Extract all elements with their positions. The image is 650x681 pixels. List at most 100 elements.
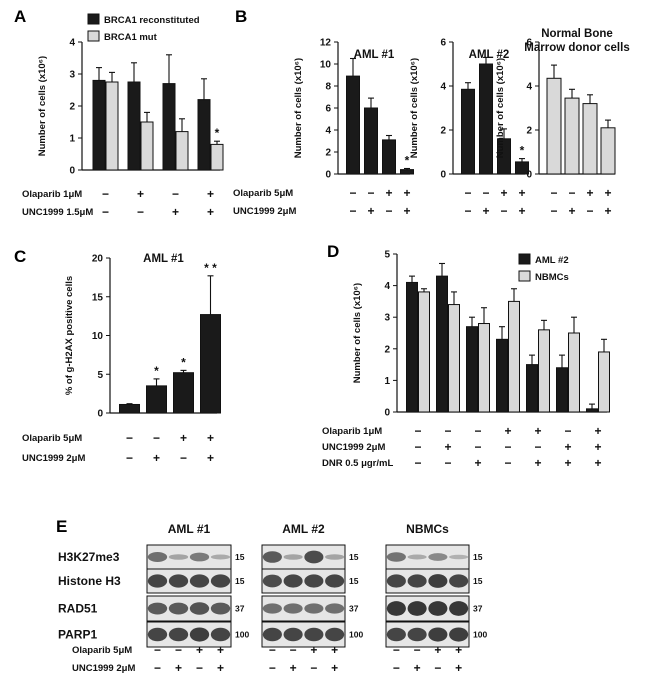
blot-condition-symbol: +: [434, 643, 441, 657]
blot-band: [386, 552, 406, 562]
blot-band: [428, 601, 448, 616]
bar: [127, 81, 141, 171]
blot-condition-symbol: +: [175, 661, 182, 675]
y-axis-label: Number of cells (x10⁶): [409, 58, 420, 158]
bar: [173, 372, 194, 414]
condition-symbol: −: [180, 451, 187, 465]
blot-condition-symbol: +: [217, 661, 224, 675]
bar: [175, 131, 189, 171]
blot-band: [449, 601, 469, 616]
condition-symbol: +: [153, 451, 160, 465]
blot-band: [283, 574, 303, 588]
bar: [556, 367, 568, 413]
condition-symbol: +: [207, 205, 214, 219]
kda-marker: 37: [235, 604, 245, 614]
blot-condition-symbol: −: [196, 661, 203, 675]
legend-label: BRCA1 mut: [104, 32, 158, 43]
y-axis-label: Number of cells (x10⁶): [495, 58, 506, 158]
blot-band: [428, 574, 448, 588]
condition-symbol: +: [594, 440, 601, 454]
chart-c: 0 5 10 15 20 % of g-H2AX positive cells AML #1…: [22, 253, 221, 465]
condition-symbol: +: [180, 431, 187, 445]
blot-band: [168, 627, 189, 642]
blot-condition-symbol: +: [331, 661, 338, 675]
blot-row-label: PARP1: [58, 628, 97, 642]
condition-symbol: +: [444, 440, 451, 454]
blot-condition-symbol: +: [455, 661, 462, 675]
blot-band: [189, 627, 210, 642]
legend-label: BRCA1 reconstituted: [104, 15, 200, 26]
blot-condition-symbol: −: [269, 661, 276, 675]
y-tick-label: 0: [384, 408, 390, 419]
condition-label: UNC1999 2μM: [233, 206, 296, 217]
y-tick-label: 8: [325, 82, 331, 93]
significance-marker: *: [215, 126, 220, 140]
condition-symbol: −: [367, 186, 374, 200]
panel-letter-a: A: [14, 7, 26, 26]
y-tick-label: 4: [325, 126, 331, 137]
condition-symbol: +: [403, 186, 410, 200]
y-tick-label: 5: [384, 250, 390, 261]
y-tick-label: 6: [325, 104, 331, 115]
bar: [382, 139, 396, 175]
blot-band: [386, 627, 406, 642]
blot-band: [325, 603, 345, 614]
condition-symbol: −: [153, 431, 160, 445]
y-tick-label: 4: [69, 38, 75, 49]
blot-condition-symbol: +: [414, 661, 421, 675]
blot-title: NBMCs: [406, 522, 449, 536]
panel-letter-d: D: [327, 242, 339, 261]
blot-band: [325, 554, 345, 560]
blot-band: [428, 627, 448, 642]
condition-label: DNR 0.5 μgr/mL: [322, 458, 393, 469]
y-tick-label: 0: [325, 170, 331, 181]
condition-symbol: +: [564, 440, 571, 454]
y-axis-label: % of g-H2AX positive cells: [64, 276, 75, 395]
condition-symbol: −: [500, 204, 507, 218]
condition-symbol: +: [594, 424, 601, 438]
y-tick-label: 4: [384, 281, 390, 292]
blot-band: [283, 603, 303, 614]
condition-symbol: +: [518, 204, 525, 218]
blot-condition-symbol: +: [331, 643, 338, 657]
condition-symbol: −: [172, 187, 179, 201]
blot-condition-symbol: −: [269, 643, 276, 657]
chart-d: 0 1 2 3 4 5 Number of cells (x10⁶) AML #2 NBMCs O…: [322, 250, 610, 470]
blot-condition-symbol: −: [310, 661, 317, 675]
condition-symbol: −: [550, 204, 557, 218]
y-tick-label: 15: [92, 292, 104, 303]
y-tick-label: 6: [526, 38, 532, 49]
blot-band: [428, 553, 448, 561]
blot-row-label: RAD51: [58, 602, 98, 616]
condition-symbol: +: [534, 424, 541, 438]
kda-marker: 100: [473, 630, 487, 640]
panel-letter-e: E: [56, 517, 67, 536]
bar: [346, 75, 360, 175]
condition-symbol: −: [385, 204, 392, 218]
bar: [140, 121, 154, 171]
blot-title: AML #2: [282, 522, 325, 536]
condition-symbol: −: [482, 186, 489, 200]
y-tick-label: 2: [440, 126, 446, 137]
chart-title: AML #2: [469, 49, 510, 61]
panel-letter-b: B: [235, 7, 247, 26]
blot-band: [210, 554, 231, 560]
legend-label: NBMCs: [535, 272, 569, 283]
y-tick-label: 4: [440, 82, 446, 93]
y-tick-label: 1: [384, 376, 390, 387]
blot-band: [304, 627, 324, 642]
blot-condition-symbol: −: [154, 643, 161, 657]
y-tick-label: 0: [69, 166, 75, 177]
y-tick-label: 3: [69, 70, 75, 81]
bar: [546, 77, 562, 175]
y-tick-label: 0: [440, 170, 446, 181]
condition-label: UNC1999 2μM: [22, 453, 85, 464]
condition-symbol: −: [464, 186, 471, 200]
significance-marker: *: [405, 154, 410, 168]
bar: [200, 314, 221, 414]
blot-band: [147, 574, 168, 588]
kda-marker: 15: [473, 552, 483, 562]
bar: [119, 403, 140, 414]
